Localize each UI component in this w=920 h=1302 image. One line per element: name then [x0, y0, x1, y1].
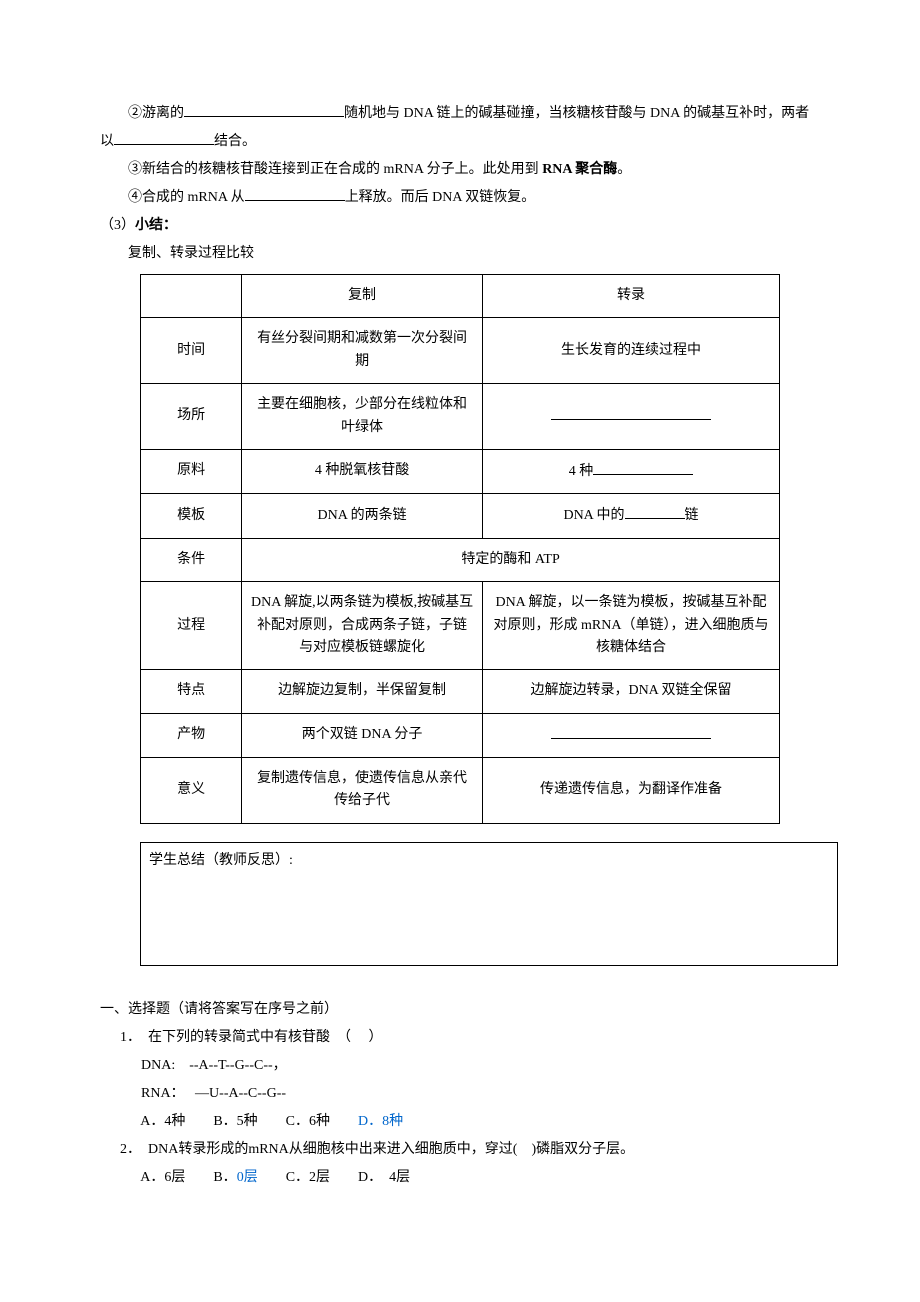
cell-label: 模板 [141, 494, 242, 538]
blank-fill[interactable] [114, 130, 214, 145]
reflection-label: 学生总结（教师反思）: [149, 853, 293, 868]
table-row: 条件 特定的酶和 ATP [141, 538, 780, 581]
cell-copy: 两个双链 DNA 分子 [242, 713, 483, 757]
cell-trans [482, 384, 779, 450]
comparison-table: 复制 转录 时间 有丝分裂间期和减数第一次分裂间期 生长发育的连续过程中 场所 … [140, 274, 780, 824]
table-row: 产物 两个双链 DNA 分子 [141, 713, 780, 757]
q1-text: 在下列的转录简式中有核苷酸 （ ） [141, 1030, 383, 1045]
q1-options: A．4种 B．5种 C．6种 D．8种 [120, 1108, 820, 1136]
paragraph-2: ②游离的随机地与 DNA 链上的碱基碰撞，当核糖核苷酸与 DNA 的碱基互补时，… [100, 100, 820, 156]
cell-copy: DNA 的两条链 [242, 494, 483, 538]
cell-label: 过程 [141, 582, 242, 670]
section-3-heading: （3）小结： [100, 212, 820, 240]
q1-dna: DNA: --A--T--G--C--， [120, 1052, 820, 1080]
table-row: 意义 复制遗传信息，使遗传信息从亲代传给子代 传递遗传信息，为翻译作准备 [141, 758, 780, 824]
section-a-heading: 一、选择题（请将答案写在序号之前） [100, 996, 820, 1024]
sec3-title: 小结： [135, 218, 177, 233]
sec3-label: （3） [100, 218, 135, 233]
question-1: 1． 在下列的转录简式中有核苷酸 （ ） DNA: --A--T--G--C--… [120, 1024, 820, 1136]
cell-copy: 主要在细胞核，少部分在线粒体和叶绿体 [242, 384, 483, 450]
cell-label: 条件 [141, 538, 242, 581]
table-row: 时间 有丝分裂间期和减数第一次分裂间期 生长发育的连续过程中 [141, 318, 780, 384]
cell-copy: 复制遗传信息，使遗传信息从亲代传给子代 [242, 758, 483, 824]
p2-prefix: ②游离的 [128, 106, 184, 121]
cell-trans: 传递遗传信息，为翻译作准备 [482, 758, 779, 824]
mat-prefix: 4 种 [569, 464, 594, 479]
cell-copy: 边解旋边复制，半保留复制 [242, 670, 483, 713]
tmpl-suffix: 链 [685, 508, 699, 523]
q1-option-d: D．8种 [358, 1114, 403, 1129]
blank-fill[interactable] [593, 460, 693, 475]
paragraph-4: ④合成的 mRNA 从 上释放。而后 DNA 双链恢复。 [100, 184, 820, 212]
q2-num: 2． [120, 1142, 141, 1157]
q2-stem: 2． DNA转录形成的mRNA从细胞核中出来进入细胞质中，穿过( )磷脂双分子层… [120, 1136, 820, 1164]
q2-option-b: 0层 [237, 1170, 258, 1185]
cell-copy: DNA 解旋,以两条链为模板,按碱基互补配对原则，合成两条子链，子链与对应模板链… [242, 582, 483, 670]
cell-label: 原料 [141, 449, 242, 493]
cell-merged: 特定的酶和 ATP [242, 538, 780, 581]
cell-label: 场所 [141, 384, 242, 450]
q1-opts-pre: A．4种 B．5种 C．6种 [120, 1114, 358, 1129]
table-row: 场所 主要在细胞核，少部分在线粒体和叶绿体 [141, 384, 780, 450]
table-row: 模板 DNA 的两条链 DNA 中的 链 [141, 494, 780, 538]
cell-label: 时间 [141, 318, 242, 384]
q2-opts-post: C．2层 D． 4层 [258, 1170, 410, 1185]
cell-label: 特点 [141, 670, 242, 713]
q1-rna: RNA： —U--A--C--G-- [120, 1080, 820, 1108]
cell-header-copy: 复制 [242, 275, 483, 318]
cell-trans: 边解旋边转录，DNA 双链全保留 [482, 670, 779, 713]
cell-trans: 4 种 [482, 449, 779, 493]
p3-end: 。 [617, 162, 631, 177]
reflection-box[interactable]: 学生总结（教师反思）: [140, 842, 838, 966]
cell-trans: 生长发育的连续过程中 [482, 318, 779, 384]
q2-opts-pre: A．6层 B． [120, 1170, 237, 1185]
blank-fill[interactable] [625, 504, 685, 519]
p3-prefix: ③新结合的核糖核苷酸连接到正在合成的 mRNA 分子上。此处用到 [128, 162, 539, 177]
blank-fill[interactable] [551, 405, 711, 420]
table-row: 过程 DNA 解旋,以两条链为模板,按碱基互补配对原则，合成两条子链，子链与对应… [141, 582, 780, 670]
tmpl-prefix: DNA 中的 [563, 508, 624, 523]
blank-fill[interactable] [184, 102, 344, 117]
question-2: 2． DNA转录形成的mRNA从细胞核中出来进入细胞质中，穿过( )磷脂双分子层… [120, 1136, 820, 1192]
blank-fill[interactable] [245, 186, 345, 201]
blank-fill[interactable] [551, 724, 711, 739]
cell-blank [141, 275, 242, 318]
table-row: 原料 4 种脱氧核苷酸 4 种 [141, 449, 780, 493]
p4-end: 上释放。而后 DNA 双链恢复。 [345, 190, 536, 205]
cell-trans: DNA 中的 链 [482, 494, 779, 538]
cell-header-trans: 转录 [482, 275, 779, 318]
q1-stem: 1． 在下列的转录简式中有核苷酸 （ ） [120, 1024, 820, 1052]
cell-label: 产物 [141, 713, 242, 757]
p3-bold: RNA 聚合酶 [539, 162, 618, 177]
p4-prefix: ④合成的 mRNA 从 [128, 190, 245, 205]
q2-text: DNA转录形成的mRNA从细胞核中出来进入细胞质中，穿过( )磷脂双分子层。 [141, 1142, 634, 1157]
table-row: 复制 转录 [141, 275, 780, 318]
cell-label: 意义 [141, 758, 242, 824]
q1-num: 1． [120, 1030, 141, 1045]
cell-copy: 4 种脱氧核苷酸 [242, 449, 483, 493]
paragraph-3: ③新结合的核糖核苷酸连接到正在合成的 mRNA 分子上。此处用到 RNA 聚合酶… [100, 156, 820, 184]
cell-copy: 有丝分裂间期和减数第一次分裂间期 [242, 318, 483, 384]
p2-end: 结合。 [214, 134, 256, 149]
section-3-subtitle: 复制、转录过程比较 [100, 240, 820, 268]
q2-options: A．6层 B．0层 C．2层 D． 4层 [120, 1164, 820, 1192]
cell-trans [482, 713, 779, 757]
table-row: 特点 边解旋边复制，半保留复制 边解旋边转录，DNA 双链全保留 [141, 670, 780, 713]
cell-trans: DNA 解旋，以一条链为模板，按碱基互补配对原则，形成 mRNA（单链），进入细… [482, 582, 779, 670]
page-container: ②游离的随机地与 DNA 链上的碱基碰撞，当核糖核苷酸与 DNA 的碱基互补时，… [0, 0, 920, 1232]
